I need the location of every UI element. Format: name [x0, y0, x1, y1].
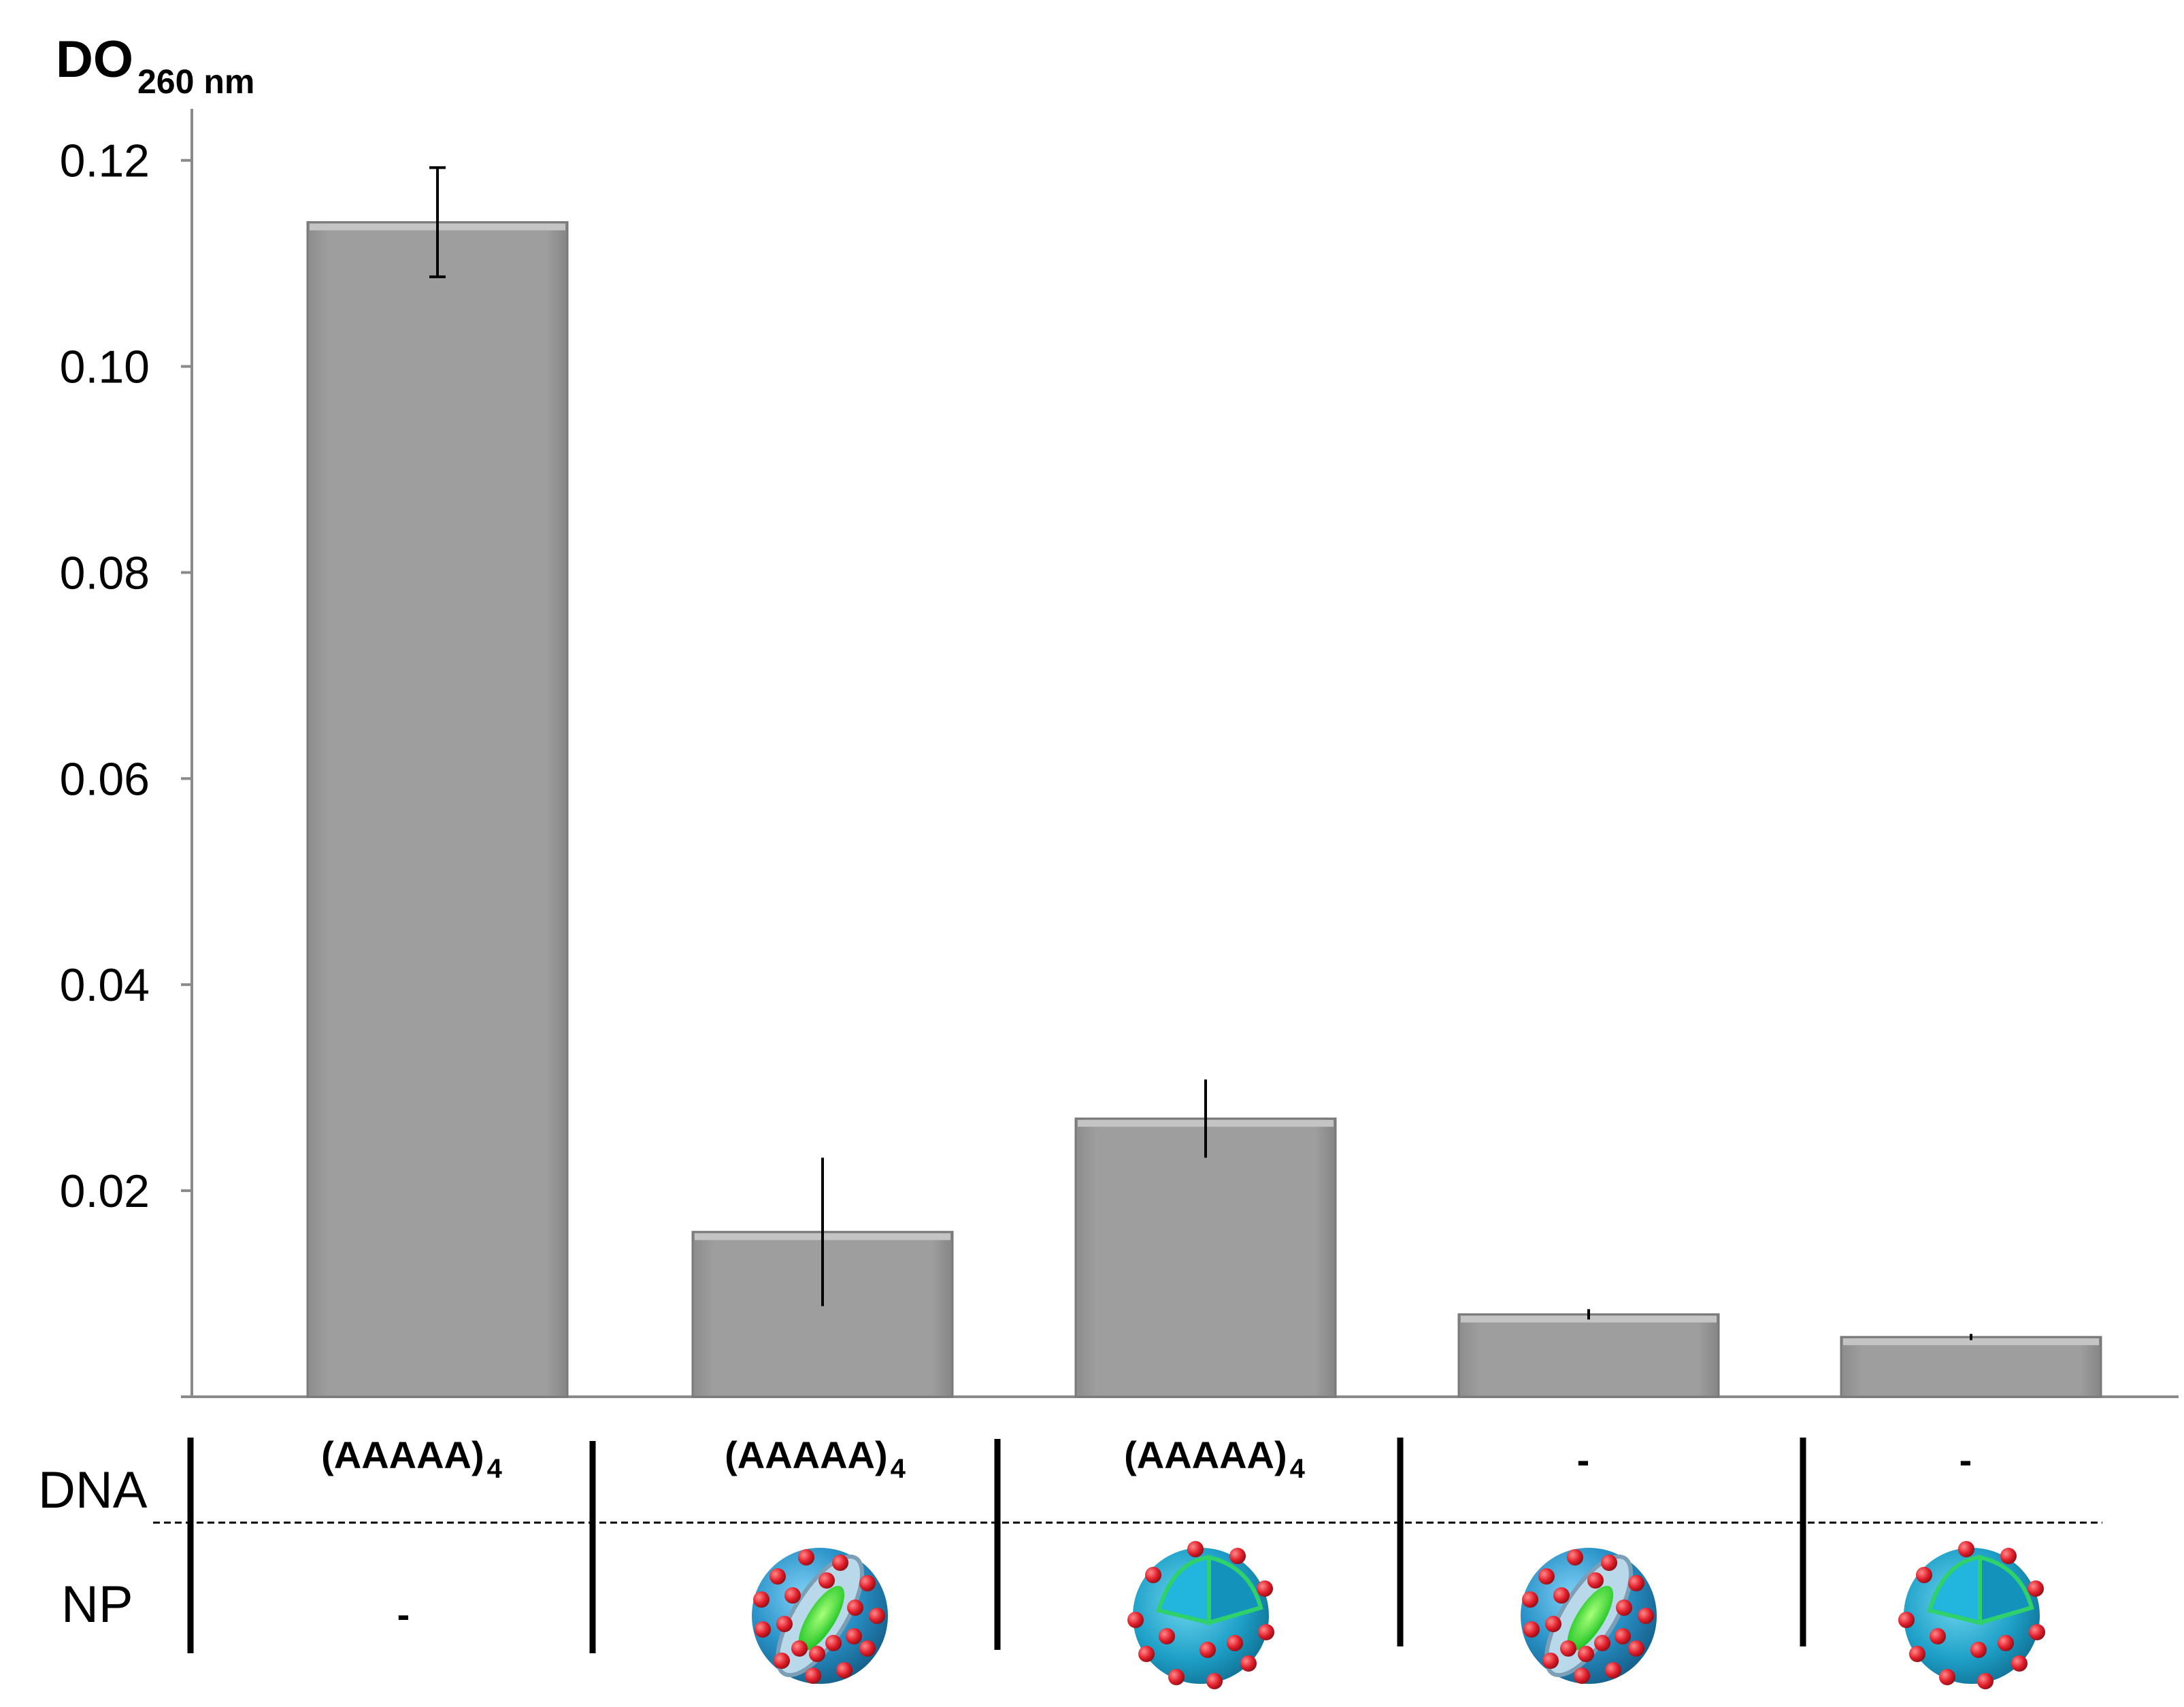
row-label-dna: DNA — [38, 1461, 148, 1519]
surface-dot — [1542, 1653, 1559, 1669]
y-tick-label: 0.04 — [60, 959, 150, 1011]
surface-dot — [1560, 1640, 1576, 1657]
surface-dot — [1227, 1635, 1243, 1651]
y-tick-label: 0.12 — [60, 135, 150, 187]
surface-dot — [1594, 1635, 1610, 1651]
surface-dot — [1574, 1668, 1590, 1684]
bar — [691, 1231, 954, 1398]
surface-dot — [1258, 1624, 1274, 1640]
surface-dot — [1187, 1541, 1204, 1557]
dna-label: (AAAAA) 4 — [725, 1433, 906, 1484]
surface-dot — [859, 1640, 876, 1657]
y-tick-label: 0.02 — [60, 1165, 150, 1217]
surface-dot — [1930, 1628, 1946, 1644]
y-tick-label: 0.10 — [60, 342, 150, 393]
surface-dot — [869, 1608, 885, 1624]
surface-dot — [1127, 1612, 1144, 1628]
surface-dot — [1257, 1580, 1273, 1597]
surface-dot — [791, 1640, 808, 1657]
y-axis-title: DO 260 nm — [56, 31, 254, 101]
dna-label: (AAAAA) 4 — [1124, 1433, 1306, 1484]
surface-dot — [784, 1587, 801, 1604]
surface-dot — [1601, 1555, 1617, 1571]
surface-dot — [753, 1591, 770, 1608]
dna-none-label: - — [1577, 1438, 1590, 1481]
surface-dot — [755, 1621, 771, 1638]
surface-dot — [1545, 1616, 1561, 1632]
porous-nanoparticle-icon — [752, 1548, 888, 1684]
surface-dot — [776, 1616, 793, 1632]
bar — [1074, 1117, 1337, 1398]
surface-dot — [1615, 1628, 1631, 1644]
surface-dot — [1199, 1642, 1216, 1658]
bar-highlight — [1843, 1338, 2099, 1346]
surface-dot — [1916, 1567, 1932, 1583]
surface-dot — [774, 1653, 790, 1669]
bar — [306, 221, 569, 1398]
hollow-nanocapsule-icon — [1127, 1541, 1274, 1689]
surface-dot — [836, 1662, 853, 1678]
surface-dot — [1958, 1541, 1974, 1557]
surface-dot — [818, 1572, 835, 1589]
dna-label: (AAAAA) 4 — [321, 1433, 503, 1484]
bar — [1457, 1313, 1720, 1398]
surface-dot — [1159, 1628, 1175, 1644]
sphere-cavity-edge — [1158, 1606, 1261, 1625]
bar — [1840, 1336, 2102, 1398]
surface-dot — [1168, 1669, 1185, 1685]
y-tick-label: 0.08 — [60, 547, 150, 599]
surface-dot — [1970, 1642, 1987, 1658]
surface-dot — [825, 1635, 842, 1651]
surface-dot — [1998, 1635, 2014, 1651]
surface-dot — [1939, 1669, 1955, 1685]
surface-dot — [1587, 1572, 1604, 1589]
sphere-cavity-wall — [1207, 1555, 1263, 1625]
surface-dot — [846, 1628, 862, 1644]
sphere-cavity-edge — [1929, 1606, 2032, 1625]
surface-dot — [859, 1575, 876, 1591]
y-tick-label: 0.06 — [60, 753, 150, 805]
surface-dot — [1145, 1567, 1161, 1583]
surface-dot — [798, 1549, 814, 1565]
hollow-nanocapsule-icon — [1898, 1541, 2045, 1689]
surface-dot — [1240, 1655, 1257, 1672]
surface-dot — [770, 1568, 786, 1585]
surface-dot — [2000, 1548, 2017, 1564]
surface-dot — [832, 1555, 848, 1571]
surface-dot — [1553, 1587, 1570, 1604]
np-none-label: - — [397, 1593, 410, 1636]
surface-dot — [1538, 1568, 1555, 1585]
sphere-core — [1567, 1585, 1614, 1651]
surface-dot — [1605, 1662, 1621, 1678]
sphere-cavity-wall — [1978, 1555, 2034, 1625]
surface-dot — [1616, 1600, 1632, 1616]
surface-dot — [2028, 1580, 2044, 1597]
surface-dot — [2029, 1624, 2045, 1640]
surface-dot — [1638, 1608, 1654, 1624]
surface-dot — [809, 1646, 825, 1662]
surface-dot — [1909, 1646, 1925, 1662]
sphere-core — [798, 1585, 845, 1651]
surface-dot — [1628, 1575, 1644, 1591]
surface-dot — [1898, 1612, 1915, 1628]
surface-dot — [1523, 1621, 1540, 1638]
surface-dot — [2011, 1655, 2028, 1672]
surface-dot — [1567, 1549, 1583, 1565]
surface-dot — [1977, 1673, 1993, 1689]
surface-dot — [1522, 1591, 1538, 1608]
porous-nanoparticle-icon — [1521, 1548, 1657, 1684]
surface-dot — [1578, 1646, 1594, 1662]
surface-dot — [1628, 1640, 1644, 1657]
surface-dot — [805, 1668, 821, 1684]
surface-dot — [847, 1600, 863, 1616]
surface-dot — [1206, 1673, 1223, 1689]
row-label-np: NP — [61, 1576, 133, 1634]
dna-none-label: - — [1959, 1438, 1972, 1481]
surface-dot — [1229, 1548, 1246, 1564]
surface-dot — [1138, 1646, 1155, 1662]
